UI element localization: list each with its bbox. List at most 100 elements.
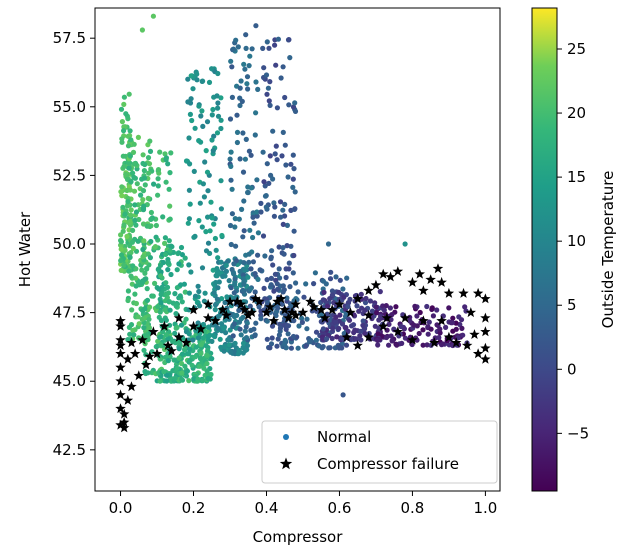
normal-point [323,281,329,287]
failure-point [378,268,389,279]
failure-point [188,304,199,315]
normal-point [125,337,131,343]
normal-point [292,189,298,195]
failure-point [115,334,126,345]
normal-point [244,347,250,353]
x-tick-label: 1.0 [473,499,497,517]
colorbar-tick-label: 15 [567,168,586,186]
normal-point [280,245,286,251]
normal-point [172,291,178,297]
normal-point [266,98,272,104]
normal-point [221,343,228,349]
normal-point [286,37,292,43]
normal-point [293,280,299,286]
normal-point [195,320,201,326]
normal-point [437,326,443,332]
normal-point [121,94,127,100]
normal-point [378,313,384,319]
normal-point [255,252,261,258]
normal-point [245,184,251,190]
failure-point [239,304,250,315]
normal-point [284,323,290,329]
failure-point [202,298,214,309]
normal-point [343,325,349,331]
normal-point [274,105,280,111]
normal-point [146,170,152,176]
normal-point [205,188,211,194]
failure-point [119,408,130,419]
normal-point [126,268,132,274]
normal-point [144,265,150,272]
normal-point [149,370,155,376]
normal-point [436,335,442,341]
normal-point [214,296,220,302]
normal-point [158,262,164,268]
normal-point [227,156,233,162]
normal-point [293,296,299,302]
normal-point [249,46,255,52]
colorbar-tick-label: 25 [567,40,586,58]
normal-point [290,184,296,190]
failure-point [381,312,393,323]
normal-point [299,315,305,321]
failure-point [115,315,126,326]
failure-point [429,337,440,348]
normal-point [232,313,238,319]
normal-point [158,317,164,324]
normal-point [320,336,326,342]
normal-point [178,244,185,251]
x-axis: 0.0 0.2 0.4 0.6 0.8 1.0 [109,491,497,517]
normal-point [356,308,362,314]
normal-point [375,342,381,348]
failure-point [341,331,352,342]
normal-point [211,290,217,296]
normal-point [407,314,413,320]
normal-point [347,296,353,302]
normal-point [221,348,227,354]
normal-point [214,266,220,272]
normal-point [263,204,269,210]
normal-point [118,232,124,238]
normal-point [428,326,434,332]
failure-point [261,307,272,318]
normal-point [281,251,287,257]
normal-point [372,323,378,329]
normal-point [179,299,185,305]
normal-point [274,157,280,163]
plot-frame [94,7,501,492]
normal-point [283,266,289,272]
normal-point [383,334,390,341]
normal-point [339,321,346,327]
normal-point [162,151,168,157]
failure-point [418,315,429,326]
normal-point [265,85,271,91]
normal-point [255,86,261,92]
failure-point [465,307,476,318]
normal-point [285,174,291,180]
normal-point [178,322,185,328]
normal-point [215,100,221,106]
normal-point [192,125,198,131]
normal-point [252,289,258,295]
colorbar-tick-label: 20 [567,104,586,122]
normal-point [219,265,226,271]
normal-point [191,376,197,382]
normal-point [272,151,278,157]
normal-point [163,317,169,323]
normal-point [286,260,292,266]
normal-point [188,269,194,275]
normal-point [227,116,234,122]
failure-point [407,334,418,345]
failure-point [480,293,491,304]
failure-layer [115,263,491,433]
normal-point [145,336,151,342]
normal-point [130,227,136,233]
normal-point [336,325,342,332]
normal-point [218,125,224,132]
normal-point [127,153,133,159]
normal-point [295,289,301,295]
normal-point [277,325,284,331]
normal-point [280,207,286,213]
normal-point [127,331,133,337]
normal-point [209,66,215,72]
